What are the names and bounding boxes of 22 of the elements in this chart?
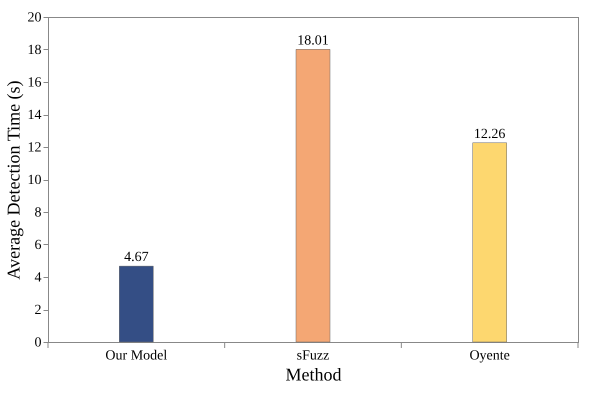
x-axis-title: Method [286,364,342,384]
bar [472,142,507,342]
y-tick-label: 8 [34,206,42,220]
x-tick-label: sFuzz [296,348,330,364]
data-label: 4.67 [124,250,149,266]
bar [296,49,330,342]
y-tick-label: 14 [28,108,42,123]
data-label: 18.01 [297,33,329,48]
y-tick-label: 20 [28,10,42,26]
y-tick-label: 6 [34,238,42,253]
x-tick-label: Oyente [469,348,510,364]
y-axis-title: Average Detection Time (s) [4,80,24,280]
data-label: 12.26 [474,126,506,142]
y-tick-label: 12 [28,140,42,156]
y-tick-label: 16 [28,76,42,90]
y-tick-label: 2 [34,303,42,318]
y-tick-label: 4 [34,270,42,286]
y-tick-label: 0 [34,336,42,350]
y-tick-label: 18 [28,43,42,58]
x-tick-label: Our Model [105,348,168,364]
bar [119,266,154,342]
y-tick-label: 10 [28,173,42,188]
